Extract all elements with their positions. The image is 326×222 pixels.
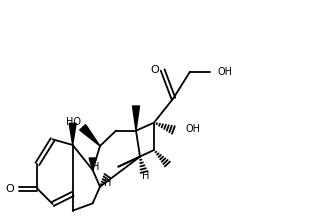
Text: H: H — [92, 162, 100, 172]
Text: OH: OH — [185, 124, 200, 134]
Polygon shape — [69, 123, 76, 145]
Text: O: O — [6, 184, 14, 194]
Text: H: H — [104, 178, 112, 188]
Text: O: O — [150, 65, 159, 75]
Text: HO: HO — [66, 117, 81, 127]
Text: OH: OH — [218, 67, 233, 77]
Polygon shape — [80, 125, 100, 146]
Polygon shape — [132, 106, 140, 131]
Polygon shape — [89, 158, 96, 170]
Text: H: H — [142, 171, 150, 181]
